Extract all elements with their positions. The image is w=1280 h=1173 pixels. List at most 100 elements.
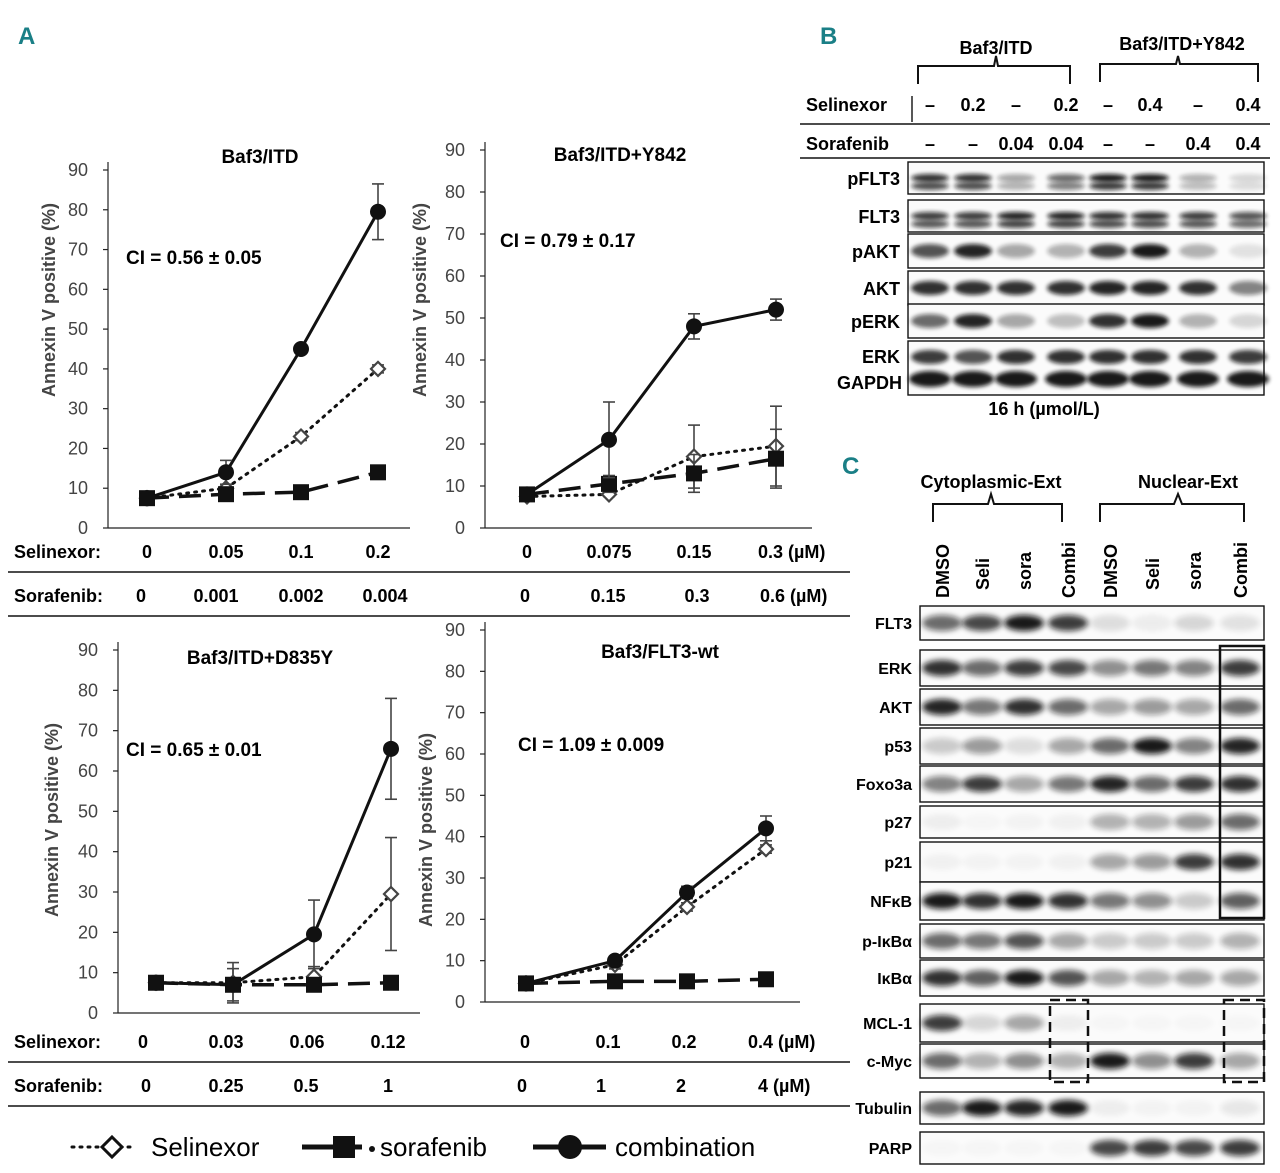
y-axis-label: Annexin V positive (%) bbox=[42, 723, 62, 917]
y-axis-label: Annexin V positive (%) bbox=[410, 203, 430, 397]
dose-value: 0 bbox=[136, 586, 146, 606]
blot-band bbox=[1048, 660, 1088, 676]
blot-band bbox=[1131, 350, 1169, 364]
lane-dose-sorafenib: 0.4 bbox=[1235, 134, 1260, 154]
lane-dose-sorafenib: 0.04 bbox=[1048, 134, 1083, 154]
blot-band bbox=[962, 660, 1002, 676]
chart-title: Baf3/ITD+Y842 bbox=[554, 145, 687, 166]
blot-label: AKT bbox=[879, 700, 912, 717]
blot-band bbox=[1174, 814, 1214, 830]
blot-band bbox=[911, 174, 949, 182]
data-point-combination bbox=[139, 490, 155, 507]
dose-value: 0 bbox=[522, 542, 532, 562]
blot-band bbox=[954, 350, 992, 364]
blot-band bbox=[1048, 699, 1088, 715]
sorafenib-row-label: Sorafenib bbox=[806, 134, 889, 154]
blot-band bbox=[1004, 933, 1044, 949]
blot-label: p-IκBα bbox=[862, 934, 912, 951]
blot-label: Tubulin bbox=[855, 1101, 912, 1118]
blot-band bbox=[911, 212, 949, 220]
blot-band bbox=[911, 314, 949, 328]
data-point-combination bbox=[218, 464, 234, 481]
lane-dose-selinexor: – bbox=[925, 95, 935, 115]
blot-band bbox=[1004, 699, 1044, 715]
selinexor-row-label: Selinexor: bbox=[14, 542, 101, 562]
blot-band bbox=[1047, 182, 1085, 190]
blot-band bbox=[1047, 244, 1085, 258]
blot-band bbox=[997, 244, 1035, 258]
data-point-sorafenib bbox=[686, 465, 702, 482]
blot-band bbox=[1229, 174, 1267, 182]
y-tick-label: 90 bbox=[68, 160, 88, 180]
blot-band bbox=[962, 1140, 1002, 1156]
dose-value: 0 bbox=[517, 1076, 527, 1096]
blot-band bbox=[962, 970, 1002, 986]
blot-band bbox=[1132, 699, 1172, 715]
blot-band bbox=[1004, 1053, 1044, 1069]
dose-table-row1: Selinexor: 0 0.05 0.1 0.2 0 0.075 0.15 0… bbox=[8, 542, 850, 617]
lane-dose-selinexor: – bbox=[1193, 95, 1203, 115]
legend-selinexor-label: Selinexor bbox=[151, 1132, 260, 1162]
blot-band bbox=[1047, 350, 1085, 364]
blot-band bbox=[911, 182, 949, 190]
y-axis-label: Annexin V positive (%) bbox=[416, 733, 436, 927]
dose-value: 0 bbox=[141, 1076, 151, 1096]
lane-dose-sorafenib: – bbox=[968, 134, 978, 154]
blot-band bbox=[1090, 1100, 1130, 1116]
blot-label: MCL-1 bbox=[863, 1016, 912, 1033]
y-tick-label: 10 bbox=[78, 963, 98, 983]
blot-band bbox=[1177, 371, 1219, 387]
y-tick-label: 90 bbox=[445, 140, 465, 160]
blot-band bbox=[922, 615, 962, 631]
lane-dose-sorafenib: – bbox=[1103, 134, 1113, 154]
dose-value: 0.5 bbox=[293, 1076, 318, 1096]
blot-band bbox=[1132, 854, 1172, 870]
lane-label: Combi bbox=[1231, 542, 1251, 598]
dose-value: 0 bbox=[520, 1032, 530, 1052]
blot-label: FLT3 bbox=[875, 616, 912, 633]
y-axis-label: Annexin V positive (%) bbox=[39, 203, 59, 397]
blot-band bbox=[1174, 854, 1214, 870]
lane-dose-sorafenib: 0.04 bbox=[998, 134, 1033, 154]
blot-band bbox=[1132, 1100, 1172, 1116]
y-tick-label: 60 bbox=[68, 279, 88, 299]
blot-band bbox=[911, 244, 949, 258]
series-line-sorafenib bbox=[146, 470, 379, 500]
lane-dose-selinexor: – bbox=[1011, 95, 1021, 115]
blot-band bbox=[1048, 1015, 1088, 1031]
y-tick-label: 30 bbox=[445, 392, 465, 412]
blot-band bbox=[1048, 615, 1088, 631]
ci-annotation: CI = 0.79 ± 0.17 bbox=[500, 231, 636, 252]
data-point-combination bbox=[370, 203, 386, 220]
blot-band bbox=[1220, 1100, 1260, 1116]
blot-band bbox=[1090, 814, 1130, 830]
blot-label: AKT bbox=[863, 279, 900, 299]
data-point-combination bbox=[601, 431, 617, 448]
blot-band bbox=[1004, 1015, 1044, 1031]
selinexor-row-label: Selinexor: bbox=[14, 1032, 101, 1052]
y-tick-label: 60 bbox=[78, 761, 98, 781]
blot-band bbox=[1089, 220, 1127, 228]
blot-band bbox=[952, 371, 994, 387]
blot-band bbox=[1090, 933, 1130, 949]
blot-band bbox=[1089, 314, 1127, 328]
y-tick-label: 20 bbox=[78, 922, 98, 942]
highlight-box bbox=[1218, 644, 1266, 920]
blot-band bbox=[1132, 893, 1172, 909]
legend-selinexor-marker bbox=[99, 1134, 125, 1160]
blot-strip bbox=[907, 340, 1265, 396]
lane-label: Seli bbox=[1143, 558, 1163, 590]
y-tick-label: 30 bbox=[78, 882, 98, 902]
data-point-combination bbox=[607, 952, 623, 969]
y-tick-label: 80 bbox=[78, 680, 98, 700]
y-tick-label: 70 bbox=[68, 240, 88, 260]
blot-label: p27 bbox=[884, 815, 912, 832]
blot-band bbox=[1090, 970, 1130, 986]
blot-band bbox=[1047, 281, 1085, 295]
blot-band bbox=[1132, 970, 1172, 986]
dose-value: 0.4 (µM) bbox=[748, 1032, 815, 1052]
blot-band bbox=[1048, 814, 1088, 830]
blot-band bbox=[1174, 970, 1214, 986]
blot-band bbox=[1132, 776, 1172, 792]
blot-band bbox=[1090, 699, 1130, 715]
